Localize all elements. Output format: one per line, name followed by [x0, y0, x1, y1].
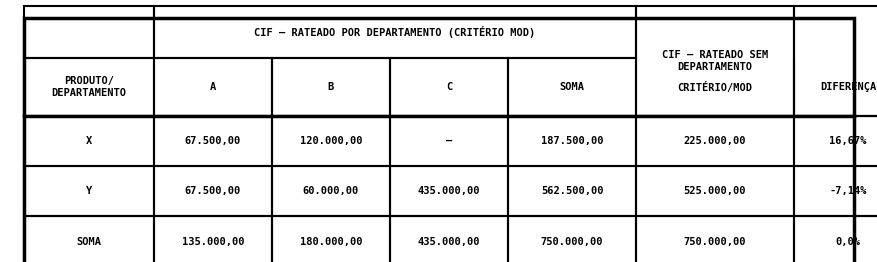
Text: 435.000,00: 435.000,00 [417, 237, 480, 247]
Bar [24, 116, 153, 166]
Bar [272, 166, 389, 216]
Text: -7,14%: -7,14% [828, 186, 866, 196]
Text: 67.500,00: 67.500,00 [185, 186, 241, 196]
Bar [272, 58, 389, 116]
Text: PRODUTO/
DEPARTAMENTO: PRODUTO/ DEPARTAMENTO [52, 76, 126, 98]
Bar [389, 58, 508, 116]
Bar [793, 116, 877, 166]
Bar [24, 216, 153, 262]
Bar [272, 116, 389, 166]
Bar [24, 166, 153, 216]
Bar [508, 58, 635, 116]
Text: 435.000,00: 435.000,00 [417, 186, 480, 196]
Text: –: – [446, 136, 452, 146]
Text: 750.000,00: 750.000,00 [683, 237, 745, 247]
Bar [508, 166, 635, 216]
Bar [793, 216, 877, 262]
Text: 135.000,00: 135.000,00 [182, 237, 244, 247]
Bar [635, 6, 793, 116]
Bar [508, 216, 635, 262]
Text: X: X [86, 136, 92, 146]
Bar [389, 216, 508, 262]
Text: 562.500,00: 562.500,00 [540, 186, 602, 196]
Text: C: C [446, 82, 452, 92]
Text: 225.000,00: 225.000,00 [683, 136, 745, 146]
Text: B: B [327, 82, 334, 92]
Bar [635, 216, 793, 262]
Bar [793, 6, 877, 116]
Text: 67.500,00: 67.500,00 [185, 136, 241, 146]
Bar [635, 116, 793, 166]
Text: 187.500,00: 187.500,00 [540, 136, 602, 146]
Text: DIFERENÇA: DIFERENÇA [819, 82, 875, 92]
Bar [153, 58, 272, 116]
Bar [153, 6, 635, 58]
Bar [24, 58, 153, 116]
Bar [508, 116, 635, 166]
Text: A: A [210, 82, 216, 92]
Bar [153, 116, 272, 166]
Text: 525.000,00: 525.000,00 [683, 186, 745, 196]
Text: 0,0%: 0,0% [835, 237, 859, 247]
Text: CRITÉRIO/MOD: CRITÉRIO/MOD [677, 81, 752, 92]
Bar [389, 116, 508, 166]
Text: 180.000,00: 180.000,00 [299, 237, 362, 247]
Bar [153, 166, 272, 216]
Text: CIF – RATEADO SEM
DEPARTAMENTO: CIF – RATEADO SEM DEPARTAMENTO [661, 50, 767, 72]
Bar [153, 216, 272, 262]
Text: SOMA: SOMA [559, 82, 584, 92]
Bar [635, 166, 793, 216]
Text: Y: Y [86, 186, 92, 196]
Text: SOMA: SOMA [76, 237, 102, 247]
Text: 120.000,00: 120.000,00 [299, 136, 362, 146]
Bar [24, 6, 153, 58]
Text: 16,67%: 16,67% [828, 136, 866, 146]
Bar [272, 216, 389, 262]
Text: CIF – RATEADO POR DEPARTAMENTO (CRITÉRIO MOD): CIF – RATEADO POR DEPARTAMENTO (CRITÉRIO… [254, 26, 535, 38]
Bar [793, 166, 877, 216]
Text: 750.000,00: 750.000,00 [540, 237, 602, 247]
Text: 60.000,00: 60.000,00 [303, 186, 359, 196]
Bar [389, 166, 508, 216]
